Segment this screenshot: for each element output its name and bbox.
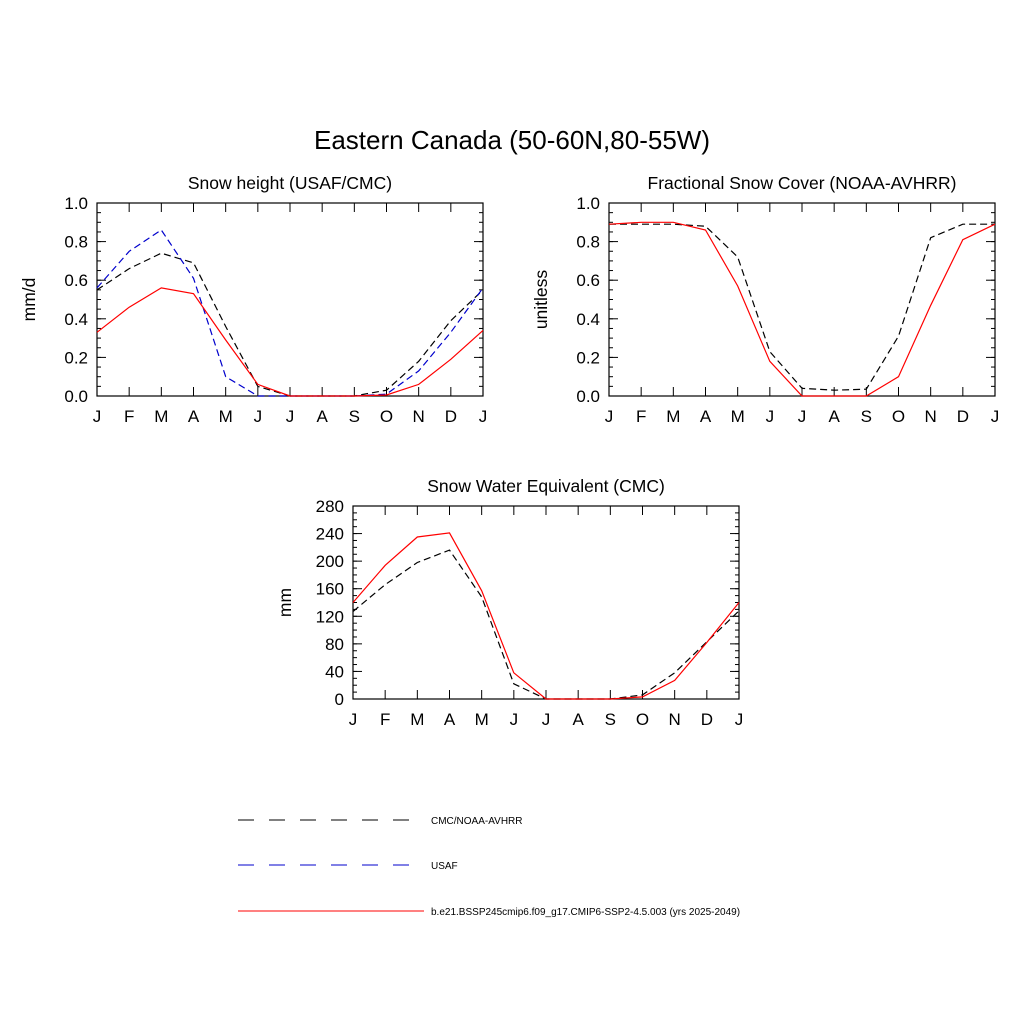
legend: CMC/NOAA-AVHRR USAF b.e21.BSSP245cmip6.f09… <box>238 816 740 918</box>
x-tick-label: O <box>380 407 393 426</box>
series-line <box>96 252 484 397</box>
x-tick-label: N <box>669 710 681 729</box>
chart-title: Snow height (USAF/CMC) <box>188 173 392 193</box>
y-tick-label: 0.4 <box>64 310 88 329</box>
y-tick-label: 1.0 <box>576 194 600 213</box>
y-tick-label: 0.8 <box>576 233 600 252</box>
y-axis-label: mm <box>275 588 295 617</box>
x-tick-label: S <box>349 407 360 426</box>
swe-chart: Snow Water Equivalent (CMC) mm 0 40 80 120 160… <box>275 476 743 729</box>
x-tick-label: N <box>925 407 937 426</box>
y-tick-label: 0 <box>335 690 344 709</box>
x-tick-label: M <box>219 407 233 426</box>
x-tick-label: J <box>605 407 614 426</box>
x-tick-label: J <box>479 407 488 426</box>
plot-frame <box>608 202 996 397</box>
series-line <box>609 223 995 391</box>
page-title: Eastern Canada (50-60N,80-55W) <box>314 125 710 155</box>
y-tick-label: 80 <box>325 635 344 654</box>
x-tick-label: J <box>510 710 519 729</box>
x-tick-label: F <box>636 407 646 426</box>
y-axis-label: mm/d <box>19 278 39 322</box>
y-tick-label: 0.0 <box>576 387 600 406</box>
x-tick-label: D <box>957 407 969 426</box>
x-tick-label: J <box>735 710 744 729</box>
y-tick-label: 280 <box>316 497 344 516</box>
y-tick-label: 0.4 <box>576 310 600 329</box>
x-tick-label: D <box>445 407 457 426</box>
x-tick-label: J <box>254 407 263 426</box>
x-tick-label: A <box>700 407 712 426</box>
y-tick-label: 0.6 <box>576 271 600 290</box>
x-tick-label: J <box>286 407 295 426</box>
snow-cover-chart: Fractional Snow Cover (NOAA-AVHRR) unitle… <box>531 173 999 426</box>
plot-frame <box>352 505 740 700</box>
plot-frame <box>96 202 484 397</box>
y-tick-label: 200 <box>316 552 344 571</box>
x-tick-label: A <box>316 407 328 426</box>
legend-label: CMC/NOAA-AVHRR <box>431 816 522 827</box>
x-tick-label: A <box>444 710 456 729</box>
x-tick-label: A <box>828 407 840 426</box>
y-tick-label: 40 <box>325 662 344 681</box>
snow-height-chart: Snow height (USAF/CMC) mm/d 0.0 0.2 0.4 0.6 0.… <box>19 173 487 426</box>
series-line <box>352 532 740 700</box>
x-tick-label: S <box>861 407 872 426</box>
x-tick-label: O <box>892 407 905 426</box>
x-tick-label: M <box>410 710 424 729</box>
x-tick-label: N <box>413 407 425 426</box>
x-tick-label: J <box>93 407 102 426</box>
x-tick-label: M <box>731 407 745 426</box>
y-tick-label: 0.2 <box>576 348 600 367</box>
legend-label: b.e21.BSSP245cmip6.f09_g17.CMIP6-SSP2-4.… <box>431 907 740 918</box>
x-tick-label: M <box>475 710 489 729</box>
x-tick-label: J <box>991 407 1000 426</box>
legend-label: USAF <box>431 861 458 872</box>
y-axis-label: unitless <box>531 270 551 330</box>
x-tick-label: F <box>124 407 134 426</box>
x-tick-label: A <box>188 407 200 426</box>
series-line <box>96 287 484 397</box>
x-tick-label: F <box>380 710 390 729</box>
x-tick-label: J <box>798 407 807 426</box>
y-tick-label: 160 <box>316 580 344 599</box>
series-line <box>352 549 740 700</box>
x-tick-label: J <box>766 407 775 426</box>
chart-title: Snow Water Equivalent (CMC) <box>427 476 665 496</box>
x-tick-label: J <box>349 710 358 729</box>
y-tick-label: 1.0 <box>64 194 88 213</box>
x-tick-label: A <box>572 710 584 729</box>
chart-title: Fractional Snow Cover (NOAA-AVHRR) <box>648 173 957 193</box>
y-tick-label: 120 <box>316 607 344 626</box>
series-line <box>96 229 484 397</box>
y-tick-label: 0.0 <box>64 387 88 406</box>
x-tick-label: J <box>542 710 551 729</box>
x-tick-label: O <box>636 710 649 729</box>
series-line <box>608 221 996 397</box>
x-tick-label: S <box>605 710 616 729</box>
y-tick-label: 0.6 <box>64 271 88 290</box>
x-tick-label: M <box>154 407 168 426</box>
x-tick-label: M <box>666 407 680 426</box>
y-tick-label: 0.2 <box>64 348 88 367</box>
x-tick-label: D <box>701 710 713 729</box>
y-tick-label: 0.8 <box>64 233 88 252</box>
y-tick-label: 240 <box>316 525 344 544</box>
